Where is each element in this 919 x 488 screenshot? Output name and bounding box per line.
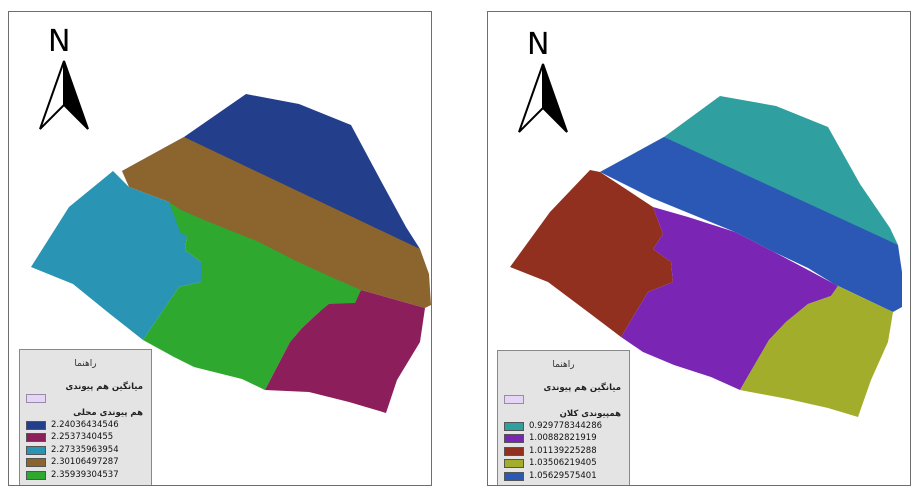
legend-item: 2.30106497287 (26, 457, 119, 467)
legend-item: 1.00882821919 (504, 433, 597, 443)
legend-value: 0.929778344286 (529, 421, 603, 431)
legend-item: 2.24036434546 (26, 420, 119, 430)
north-arrow-icon (39, 60, 89, 130)
legend-title: راهنما (74, 359, 97, 369)
legend-swatch (504, 446, 524, 456)
zone-north (600, 96, 898, 245)
legend-value: 2.24036434546 (51, 420, 119, 430)
legend-item: 2.27335963954 (26, 445, 119, 455)
map-panel-local-integration: N راهنما میانگین هم پیوندی هم پیوندی محل… (8, 11, 432, 486)
legend-mean-swatch (26, 394, 46, 403)
legend-item: 1.05629575401 (504, 471, 597, 481)
legend-value: 1.01139225288 (529, 446, 597, 456)
legend-value: 1.03506219405 (529, 458, 597, 468)
north-arrow-label: N (527, 27, 550, 62)
legend-swatch (26, 470, 46, 480)
legend-swatch (504, 421, 524, 431)
legend-value: 2.30106497287 (51, 457, 119, 467)
legend-group-label-global: همپیوندی کلان (559, 409, 621, 419)
legend: راهنما میانگین هم پیوندی هم پیوندی محلی … (19, 349, 152, 485)
legend-group-label-mean: میانگین هم پیوندی (543, 383, 621, 393)
zone-southeast (265, 290, 425, 413)
legend-item: 0.929778344286 (504, 421, 602, 431)
legend-value: 2.35939304537 (51, 470, 119, 480)
zone-band (122, 137, 431, 318)
map-canvas (510, 96, 902, 417)
legend-group-label-local: هم پیوندی محلی (73, 408, 143, 418)
legend-item: 1.01139225288 (504, 446, 597, 456)
legend-value: 1.00882821919 (529, 433, 597, 443)
north-arrow-label: N (48, 24, 71, 59)
zone-center (143, 202, 361, 390)
legend-mean-swatch (504, 395, 524, 404)
zone-west (31, 171, 201, 340)
legend-title: راهنما (552, 360, 575, 370)
legend-item: 1.03506219405 (504, 458, 597, 468)
zone-band (600, 137, 902, 312)
legend-swatch (504, 471, 524, 481)
legend-swatch (26, 445, 46, 455)
legend: راهنما میانگین هم پیوندی همپیوندی کلان 0… (497, 350, 630, 485)
legend-swatch (26, 457, 46, 467)
zone-southeast (740, 286, 893, 417)
legend-group-label-mean: میانگین هم پیوندی (65, 382, 143, 392)
zone-north (122, 94, 420, 249)
legend-value: 1.05629575401 (529, 471, 597, 481)
legend-value: 2.2537340455 (51, 432, 114, 442)
legend-item: 2.2537340455 (26, 432, 113, 442)
legend-value: 2.27335963954 (51, 445, 119, 455)
legend-swatch (26, 432, 46, 442)
legend-swatch (504, 458, 524, 468)
legend-item: 2.35939304537 (26, 470, 119, 480)
legend-swatch (504, 433, 524, 443)
zone-center (621, 207, 838, 390)
legend-swatch (26, 420, 46, 430)
zone-west (510, 170, 673, 337)
map-panel-global-integration: N راهنما میانگین هم پیوندی همپیوندی کلان… (487, 11, 911, 486)
north-arrow-icon (518, 63, 568, 133)
map-canvas (31, 94, 431, 413)
